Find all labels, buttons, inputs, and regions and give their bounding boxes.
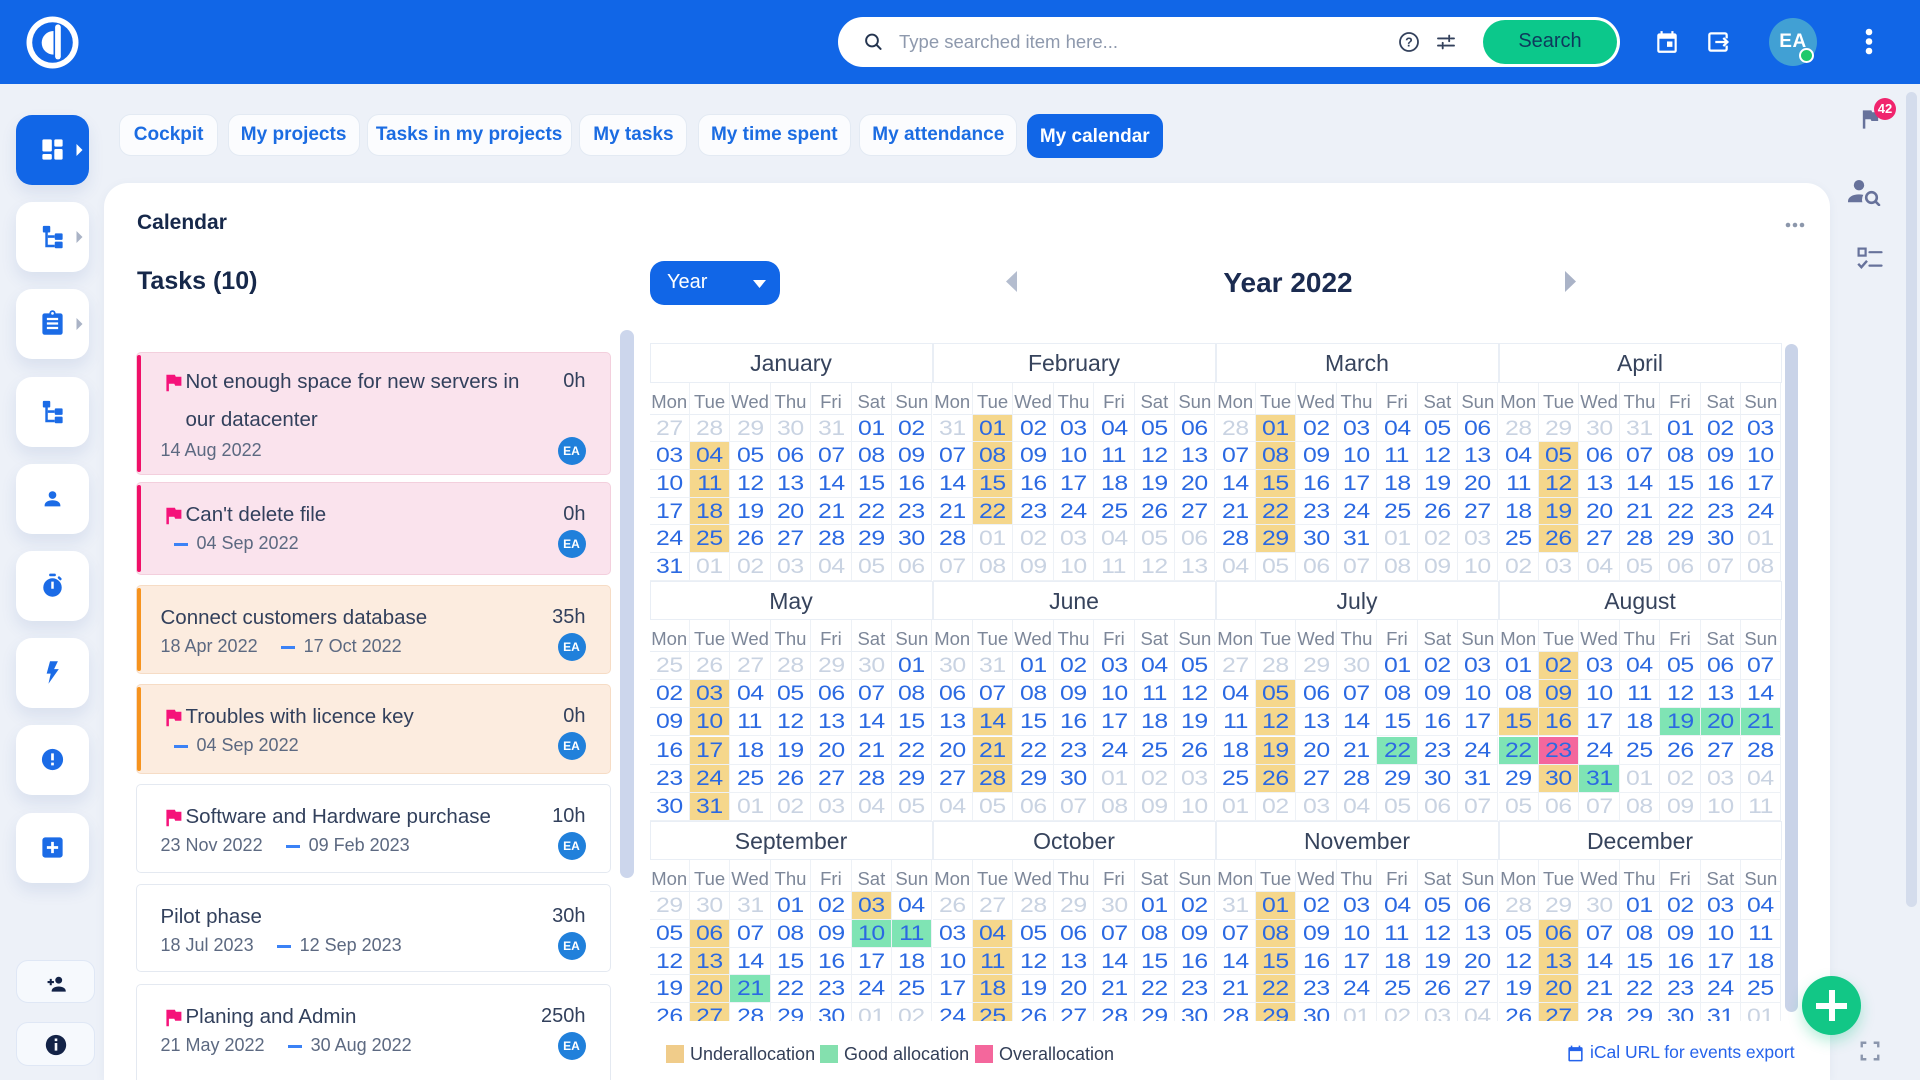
svg-text:?: ? bbox=[1405, 35, 1413, 49]
